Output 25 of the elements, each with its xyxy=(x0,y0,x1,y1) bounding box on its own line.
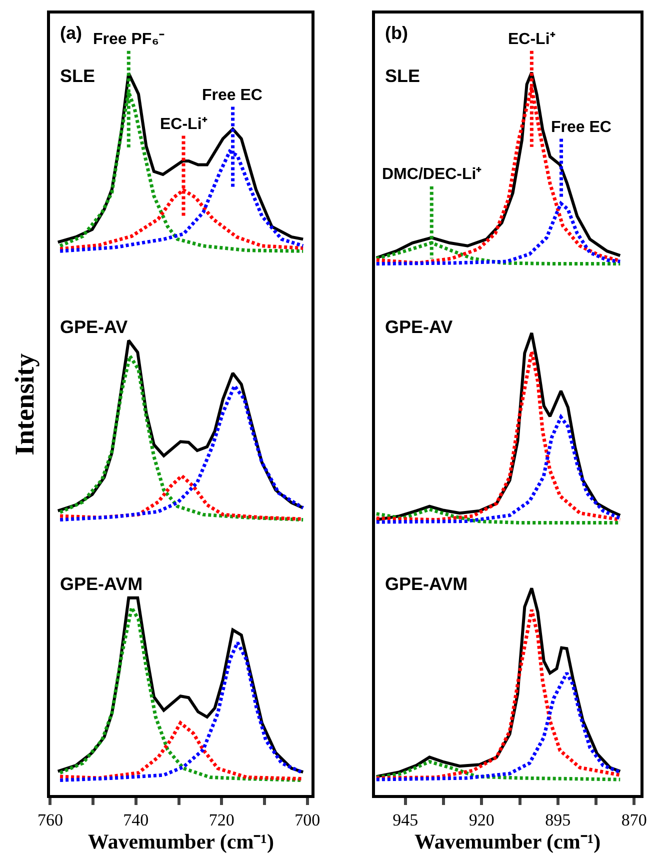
annotation: EC-Li⁺ xyxy=(160,116,208,133)
y-axis-title: Intensity xyxy=(10,352,40,456)
x-tick-label: 945 xyxy=(392,810,418,830)
annotation: GPE-AVM xyxy=(60,574,143,594)
annotation: GPE-AVM xyxy=(385,574,468,594)
annotation: Free EC xyxy=(202,87,263,104)
x-axis-title: Wavemumber (cm⁻¹) xyxy=(414,829,601,854)
x-tick-label: 920 xyxy=(468,810,494,830)
annotation: GPE-AV xyxy=(60,317,128,337)
annotation: Free PF₆⁻ xyxy=(93,31,165,48)
annotation: SLE xyxy=(385,66,420,86)
annotation: DMC/DEC-Li⁺ xyxy=(382,166,482,183)
text: (a) xyxy=(60,23,82,43)
annotation: SLE xyxy=(60,66,96,86)
annotation: GPE-AV xyxy=(385,317,453,337)
annotation: Free EC xyxy=(551,119,612,136)
x-tick-label: 895 xyxy=(545,810,571,830)
x-tick-label: 700 xyxy=(294,810,320,830)
x-tick-label: 760 xyxy=(37,810,63,830)
x-tick-label: 720 xyxy=(208,810,234,830)
text: (b) xyxy=(385,23,408,43)
x-tick-label: 740 xyxy=(123,810,149,830)
annotation: EC-Li⁺ xyxy=(508,31,556,48)
x-axis-title: Wavemumber (cm⁻¹) xyxy=(88,829,274,854)
x-tick-label: 870 xyxy=(621,810,647,830)
